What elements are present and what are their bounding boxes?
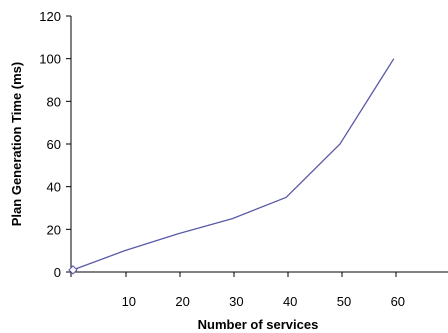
y-tick-label: 120 [39,9,61,24]
x-tick-label: 30 [229,294,243,309]
x-axis-title: Number of services [198,317,319,332]
series-line [72,58,395,271]
x-tick-label: 50 [337,294,351,309]
x-tick-label: 60 [391,294,405,309]
x-tick-label: 20 [175,294,189,309]
x-tick-label: 40 [283,294,297,309]
data-point-marker [68,265,78,275]
y-tick-label: 40 [47,180,61,195]
series-layer [68,58,395,275]
y-tick-label: 20 [47,222,61,237]
y-tick-label: 60 [47,137,61,152]
x-axis-ticks: 10 20 30 40 50 60 [70,272,405,309]
y-tick-label: 80 [47,94,61,109]
x-tick-label: 10 [122,294,136,309]
y-tick-label: 100 [39,52,61,67]
y-axis-title: Plan Generation Time (ms) [9,62,24,226]
y-axis-ticks: 0 20 40 60 80 100 120 [39,9,71,280]
y-tick-label: 0 [54,265,61,280]
